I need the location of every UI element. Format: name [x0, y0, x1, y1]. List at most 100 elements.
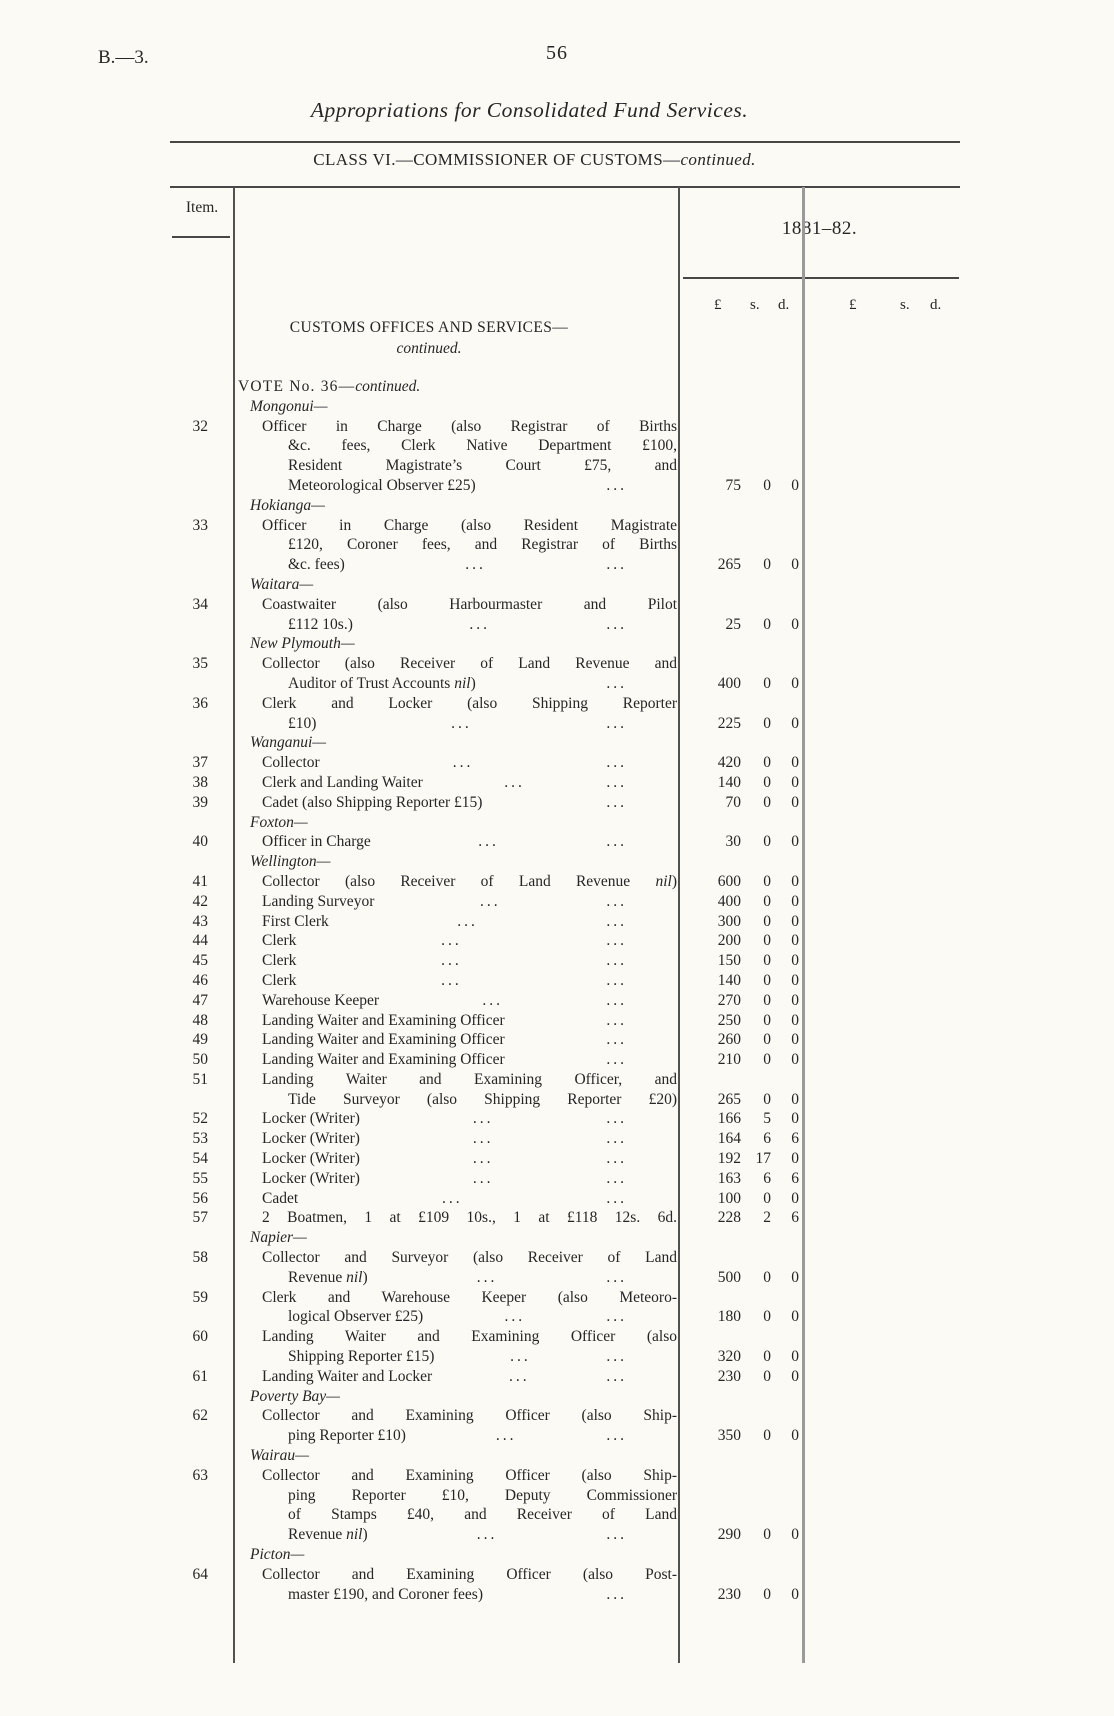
place-heading-line: Mongonui— [250, 397, 679, 417]
item-cell: 59 [170, 1288, 234, 1328]
entry-text: ping Reporter £10, Deputy Commissioner [288, 1487, 677, 1504]
text-segment: &c. fees, Clerk Native Department £100, [288, 437, 677, 455]
class-heading: CLASS VI.—COMMISSIONER OF CUSTOMS—contin… [0, 150, 1069, 170]
text-segment: Locker (Writer) [262, 1110, 360, 1128]
amount-cell-1881-82: 265 0 0 [679, 1070, 803, 1110]
amount-cell-secondary [803, 377, 960, 397]
amount-1881-82: 150 0 0 [679, 951, 803, 971]
entry-line: Locker (Writer)...... [262, 1149, 679, 1169]
leader-dots: ... [508, 1367, 530, 1385]
amount-cell-1881-82: 400 0 0 [679, 892, 803, 912]
description-cell: Mongonui— [234, 397, 679, 417]
amount-cell-secondary [803, 813, 960, 833]
text-segment: nil [346, 1268, 363, 1286]
leader-dots: ... [606, 952, 627, 970]
entry-text: &c. fees, Clerk Native Department £100, [288, 437, 677, 454]
amount-pounds: 30 [725, 833, 742, 851]
entry-text: Officer in Charge [262, 832, 371, 852]
class-heading-continued: continued. [680, 150, 756, 169]
place-heading-line: Wairau— [250, 1446, 679, 1466]
amount-cell-1881-82: 300 0 0 [679, 912, 803, 932]
item-cell: 54 [170, 1149, 234, 1169]
amount-shillings: 0 [763, 952, 771, 970]
item-number: 44 [192, 932, 209, 950]
item-cell: 57 [170, 1208, 234, 1228]
description-cell: Landing Waiter and Locker...... [234, 1367, 679, 1387]
entry-line: £10)...... [288, 714, 679, 734]
vote-row: VOTE No. 36—continued. [170, 377, 960, 397]
entry-line: Auditor of Trust Accounts nil)... [288, 674, 679, 694]
amount-pence: 0 [791, 872, 799, 890]
amount-cell-1881-82: 400 0 0 [679, 654, 803, 694]
item-cell: 49 [170, 1030, 234, 1050]
amount-cell-secondary [803, 892, 960, 912]
place-heading-line: Waitara— [250, 575, 679, 595]
amount-pence: 0 [791, 1367, 799, 1385]
amount-cell-secondary [803, 951, 960, 971]
amount-shillings: 0 [763, 1526, 771, 1544]
item-cell: 43 [170, 912, 234, 932]
place-heading-line: Wellington— [250, 852, 679, 872]
place-row: Waitara— [170, 575, 960, 595]
document-reference: B.—3. [98, 47, 149, 68]
item-number: 63 [192, 1466, 209, 1484]
place-row: Wellington— [170, 852, 960, 872]
pence-header-2: d. [930, 297, 942, 313]
item-number: 60 [192, 1328, 209, 1346]
entry-line: Clerk...... [262, 931, 679, 951]
amount-shillings: 5 [763, 1110, 771, 1128]
amount-shillings: 0 [763, 991, 771, 1009]
amount-cell-secondary [803, 417, 960, 496]
amount-cell-secondary [803, 872, 960, 892]
pounds-header-1: £ [714, 297, 722, 313]
place-row: Wairau— [170, 1446, 960, 1466]
amount-shillings: 0 [763, 1348, 771, 1366]
entry-text: Revenue nil) [288, 1525, 368, 1545]
entry-line: Cadet (also Shipping Reporter £15)... [262, 793, 679, 813]
description-cell: Wanganui— [234, 733, 679, 753]
text-segment: 2 Boatmen, 1 at £109 10s., 1 at £118 12s… [262, 1209, 677, 1227]
text-segment: Cadet [262, 1189, 299, 1207]
amount-cell-secondary [803, 1387, 960, 1407]
amount-cell-1881-82: 230 0 0 [679, 1367, 803, 1387]
entry-text: Locker (Writer) [262, 1129, 360, 1149]
amount-pounds: 500 [717, 1268, 741, 1286]
place-heading-line: Hokianga— [250, 496, 679, 516]
entry-line: £120, Coroner fees, and Registrar of Bir… [288, 535, 679, 555]
table-row: 41 Collector (also Receiver of Land Reven… [170, 872, 960, 892]
place-row: Napier— [170, 1228, 960, 1248]
amount-cell-secondary [803, 1050, 960, 1070]
table-row: 54 Locker (Writer)...... 192 17 0 [170, 1149, 960, 1169]
item-cell: 37 [170, 753, 234, 773]
amount-pence: 0 [791, 912, 799, 930]
entry-text: ping Reporter £10) [288, 1426, 406, 1446]
amount-cell-secondary [803, 1070, 960, 1110]
description-cell: Collector and Examining Officer (also Sh… [234, 1466, 679, 1545]
amount-1881-82: 30 0 0 [679, 832, 803, 852]
entry-line: Clerk and Landing Waiter...... [262, 773, 679, 793]
item-cell: 38 [170, 773, 234, 793]
text-segment: Revenue [288, 1268, 347, 1286]
amount-pence: 6 [791, 1209, 799, 1227]
description-cell: Collector and Surveyor (also Receiver of… [234, 1248, 679, 1288]
item-number: 35 [192, 655, 209, 673]
entry-text: Clerk and Warehouse Keeper (also Meteoro… [262, 1289, 677, 1306]
amount-cell-1881-82 [679, 575, 803, 595]
item-number: 36 [192, 694, 209, 712]
entry-line: Tide Surveyor (also Shipping Reporter £2… [288, 1090, 679, 1110]
amount-shillings: 17 [755, 1150, 772, 1168]
amount-shillings: 0 [763, 714, 771, 732]
item-cell: 39 [170, 793, 234, 813]
item-cell: 63 [170, 1466, 234, 1545]
leader-dots: ... [441, 1189, 463, 1207]
place-row: Picton— [170, 1545, 960, 1565]
description-cell: Landing Waiter and Examining Officer, an… [234, 1070, 679, 1110]
amount-shillings: 0 [763, 932, 771, 950]
item-number: 42 [192, 892, 209, 910]
amount-shillings: 0 [763, 1189, 771, 1207]
leader-dots: ... [606, 1031, 627, 1049]
item-cell: 64 [170, 1565, 234, 1605]
amount-shillings: 0 [763, 1031, 771, 1049]
leader-dots: ... [606, 1169, 627, 1187]
table-row: 55 Locker (Writer)...... 163 6 6 [170, 1169, 960, 1189]
